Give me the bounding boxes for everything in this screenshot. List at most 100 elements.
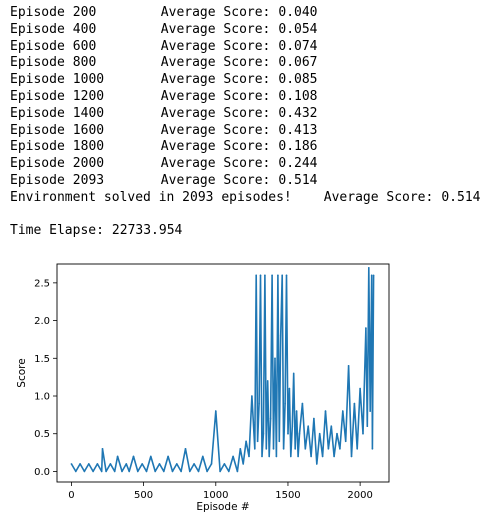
data-point (333, 455, 335, 458)
data-point (96, 463, 99, 465)
data-point (350, 455, 353, 458)
episode-number: 400 (72, 21, 97, 37)
average-score-value: 0.085 (278, 72, 318, 88)
data-point (189, 470, 191, 473)
data-point (137, 470, 139, 473)
data-point (254, 448, 256, 450)
episode-number: 2093 (72, 172, 105, 188)
data-point (282, 448, 285, 450)
data-point (261, 455, 263, 458)
data-point (255, 274, 257, 277)
data-point (223, 463, 226, 465)
x-tick-label: 2000 (347, 490, 372, 501)
data-point (321, 455, 324, 458)
data-point (141, 463, 143, 465)
average-score-label: Average Score: (160, 55, 271, 71)
x-axis-label: Episode # (196, 501, 249, 513)
data-point (356, 448, 359, 450)
data-point (366, 425, 369, 427)
data-point (158, 463, 161, 465)
log-line: Episode 2093 Average Score: 0.514 (10, 173, 480, 190)
data-point (369, 410, 372, 412)
average-score-label: Average Score: (160, 38, 271, 54)
data-point (232, 455, 234, 458)
average-score-label: Average Score: (160, 139, 271, 155)
data-point (163, 470, 165, 473)
episode-number: 1000 (72, 72, 105, 88)
data-point (116, 455, 119, 458)
data-point (171, 470, 174, 473)
episode-label: Episode (10, 21, 65, 37)
data-point (344, 440, 347, 443)
average-score-value: 0.054 (278, 21, 318, 37)
data-point (202, 455, 204, 458)
data-point (256, 440, 259, 443)
data-point (219, 470, 221, 473)
episode-label: Episode (10, 72, 65, 88)
episode-label: Episode (10, 172, 65, 188)
data-point (318, 432, 321, 435)
series-line (70, 267, 375, 473)
log-line: Episode 1000 Average Score: 0.085 (10, 72, 480, 89)
data-point (271, 274, 273, 277)
episode-label: Episode (10, 5, 65, 20)
data-point (277, 274, 279, 277)
data-point (362, 432, 364, 435)
average-score-label: Average Score: (160, 172, 271, 188)
data-point (121, 470, 123, 473)
data-point (236, 470, 239, 473)
data-point (327, 448, 330, 450)
log-line: Episode 1200 Average Score: 0.108 (10, 89, 480, 106)
average-score-label: Average Score: (160, 156, 271, 172)
data-point (248, 455, 250, 458)
log-line: Episode 600 Average Score: 0.074 (10, 39, 480, 56)
data-point (269, 417, 272, 420)
data-point (265, 448, 268, 450)
average-score-value: 0.108 (278, 88, 318, 104)
episode-label: Episode (10, 88, 65, 104)
data-point (83, 470, 86, 473)
chart-frame (56, 263, 390, 483)
average-score-value: 0.040 (278, 5, 318, 20)
average-score-value: 0.432 (278, 105, 318, 121)
log-line: Episode 400 Average Score: 0.054 (10, 22, 480, 39)
data-point (264, 274, 266, 277)
data-point (347, 365, 350, 367)
episode-label: Episode (10, 55, 65, 71)
time-label: Time Elapse: (10, 223, 104, 239)
data-point (368, 267, 370, 269)
data-point (180, 470, 182, 473)
solved-score-label: Average Score: (323, 189, 434, 205)
average-score-value: 0.186 (278, 139, 318, 155)
data-point (330, 425, 333, 427)
data-point (206, 470, 208, 473)
data-point (258, 402, 260, 405)
average-score-label: Average Score: (160, 122, 271, 138)
data-point (79, 463, 81, 465)
log-line: Episode 800 Average Score: 0.067 (10, 55, 480, 72)
solved-score-value: 0.514 (441, 189, 481, 205)
data-point (371, 448, 374, 450)
data-point (291, 425, 294, 427)
data-point (295, 410, 298, 412)
data-point (197, 470, 200, 473)
episode-number: 1600 (72, 122, 105, 138)
data-point (215, 410, 217, 412)
episode-number: 1800 (72, 139, 105, 155)
average-score-label: Average Score: (160, 21, 271, 37)
episode-label: Episode (10, 122, 65, 138)
data-point (113, 470, 116, 473)
average-score-value: 0.067 (278, 55, 318, 71)
data-point (92, 470, 94, 473)
log-line: Episode 1600 Average Score: 0.413 (10, 123, 480, 140)
episode-number: 200 (72, 5, 97, 20)
data-point (245, 440, 247, 443)
data-point (274, 357, 276, 360)
y-tick-label: 1.0 (34, 392, 50, 403)
data-point (242, 463, 244, 465)
data-point (101, 448, 104, 450)
episode-label: Episode (10, 38, 65, 54)
data-point (259, 274, 262, 277)
data-point (372, 274, 375, 277)
data-point (288, 387, 291, 390)
